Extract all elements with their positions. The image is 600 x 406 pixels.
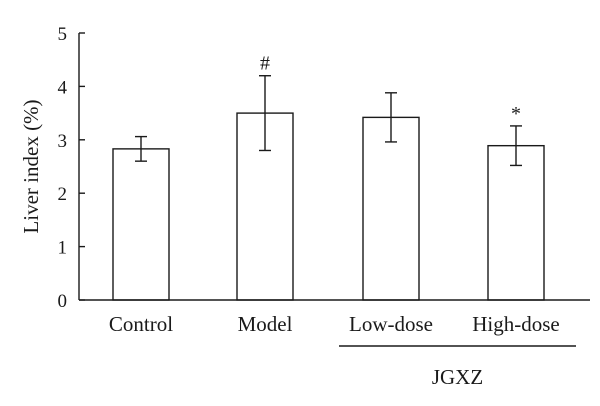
- error-bar: [259, 75, 271, 152]
- axes: [78, 33, 590, 301]
- y-tick-label: 3: [58, 131, 68, 152]
- x-tick-label: Control: [109, 312, 173, 336]
- bar-low-dose: [362, 116, 420, 301]
- x-category-labels: Control Model Low-dose High-dose: [109, 312, 560, 336]
- significance-marker: *: [511, 103, 521, 125]
- significance-markers-layer: #*: [260, 53, 521, 125]
- y-axis-label: Liver index (%): [19, 99, 43, 233]
- x-tick-label: Low-dose: [349, 312, 433, 336]
- y-tick-label: 5: [58, 24, 68, 45]
- bars-layer: [112, 112, 545, 301]
- y-tick-label: 4: [58, 77, 68, 98]
- error-bars-layer: [135, 75, 522, 167]
- error-bar: [385, 92, 397, 143]
- x-tick-label: Model: [238, 312, 293, 336]
- y-tick-label: 2: [58, 184, 68, 205]
- error-bar: [135, 135, 147, 162]
- y-tick-label: 1: [58, 238, 68, 259]
- group-label: JGXZ: [432, 365, 483, 389]
- group-annotation: JGXZ: [339, 345, 576, 389]
- significance-marker: #: [260, 53, 270, 75]
- bar-high-dose: [487, 144, 545, 301]
- y-ticks: 0 1 2 3 4 5: [58, 24, 85, 312]
- x-tick-label: High-dose: [472, 312, 560, 336]
- error-bar: [510, 125, 522, 167]
- y-tick-label: 0: [58, 291, 68, 312]
- bar-control: [112, 148, 170, 301]
